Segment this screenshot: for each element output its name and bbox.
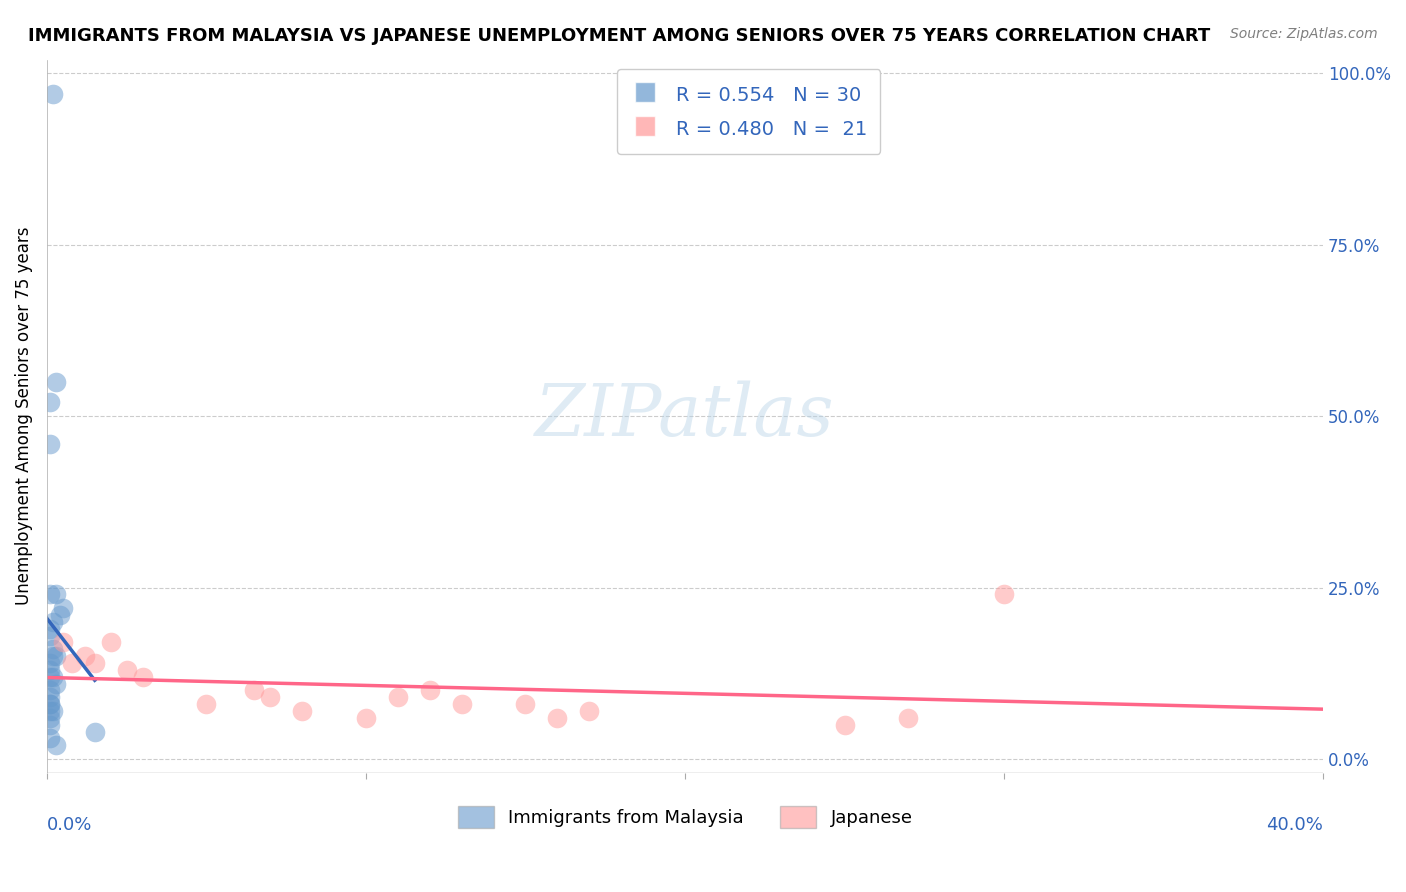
Y-axis label: Unemployment Among Seniors over 75 years: Unemployment Among Seniors over 75 years xyxy=(15,227,32,606)
Point xyxy=(45,649,67,664)
Point xyxy=(62,656,84,670)
Text: 40.0%: 40.0% xyxy=(1267,815,1323,833)
Point xyxy=(39,670,62,684)
Point xyxy=(42,649,65,664)
Point xyxy=(131,670,153,684)
Point xyxy=(52,601,75,615)
Text: Source: ZipAtlas.com: Source: ZipAtlas.com xyxy=(1230,27,1378,41)
Text: IMMIGRANTS FROM MALAYSIA VS JAPANESE UNEMPLOYMENT AMONG SENIORS OVER 75 YEARS CO: IMMIGRANTS FROM MALAYSIA VS JAPANESE UNE… xyxy=(28,27,1211,45)
Point xyxy=(834,717,856,731)
Point xyxy=(42,87,65,101)
Point xyxy=(75,649,97,664)
Point xyxy=(39,395,62,409)
Point xyxy=(39,697,62,711)
Point xyxy=(42,642,65,657)
Point xyxy=(419,683,441,698)
Point xyxy=(45,375,67,389)
Point xyxy=(39,622,62,636)
Point xyxy=(42,670,65,684)
Point xyxy=(48,607,70,622)
Point xyxy=(259,690,281,705)
Point xyxy=(39,711,62,725)
Point xyxy=(39,656,62,670)
Text: 0.0%: 0.0% xyxy=(46,815,93,833)
Point xyxy=(115,663,138,677)
Point xyxy=(52,635,75,649)
Point xyxy=(39,717,62,731)
Point xyxy=(39,663,62,677)
Point xyxy=(83,724,105,739)
Point xyxy=(39,587,62,601)
Text: ZIPatlas: ZIPatlas xyxy=(536,381,835,451)
Point xyxy=(515,697,537,711)
Point xyxy=(39,690,62,705)
Point xyxy=(45,676,67,690)
Point xyxy=(39,697,62,711)
Point xyxy=(546,711,568,725)
Point xyxy=(100,635,122,649)
Point xyxy=(354,711,377,725)
Point xyxy=(897,711,920,725)
Point xyxy=(291,704,314,718)
Point xyxy=(83,656,105,670)
Point xyxy=(578,704,600,718)
Point xyxy=(45,587,67,601)
Point xyxy=(39,436,62,450)
Point xyxy=(42,704,65,718)
Point xyxy=(243,683,266,698)
Point xyxy=(45,739,67,753)
Point xyxy=(195,697,218,711)
Legend: Immigrants from Malaysia, Japanese: Immigrants from Malaysia, Japanese xyxy=(450,798,920,835)
Point xyxy=(39,704,62,718)
Point xyxy=(387,690,409,705)
Point xyxy=(450,697,472,711)
Point xyxy=(39,683,62,698)
Point xyxy=(39,731,62,746)
Point xyxy=(993,587,1015,601)
Point xyxy=(39,629,62,643)
Point xyxy=(42,615,65,629)
